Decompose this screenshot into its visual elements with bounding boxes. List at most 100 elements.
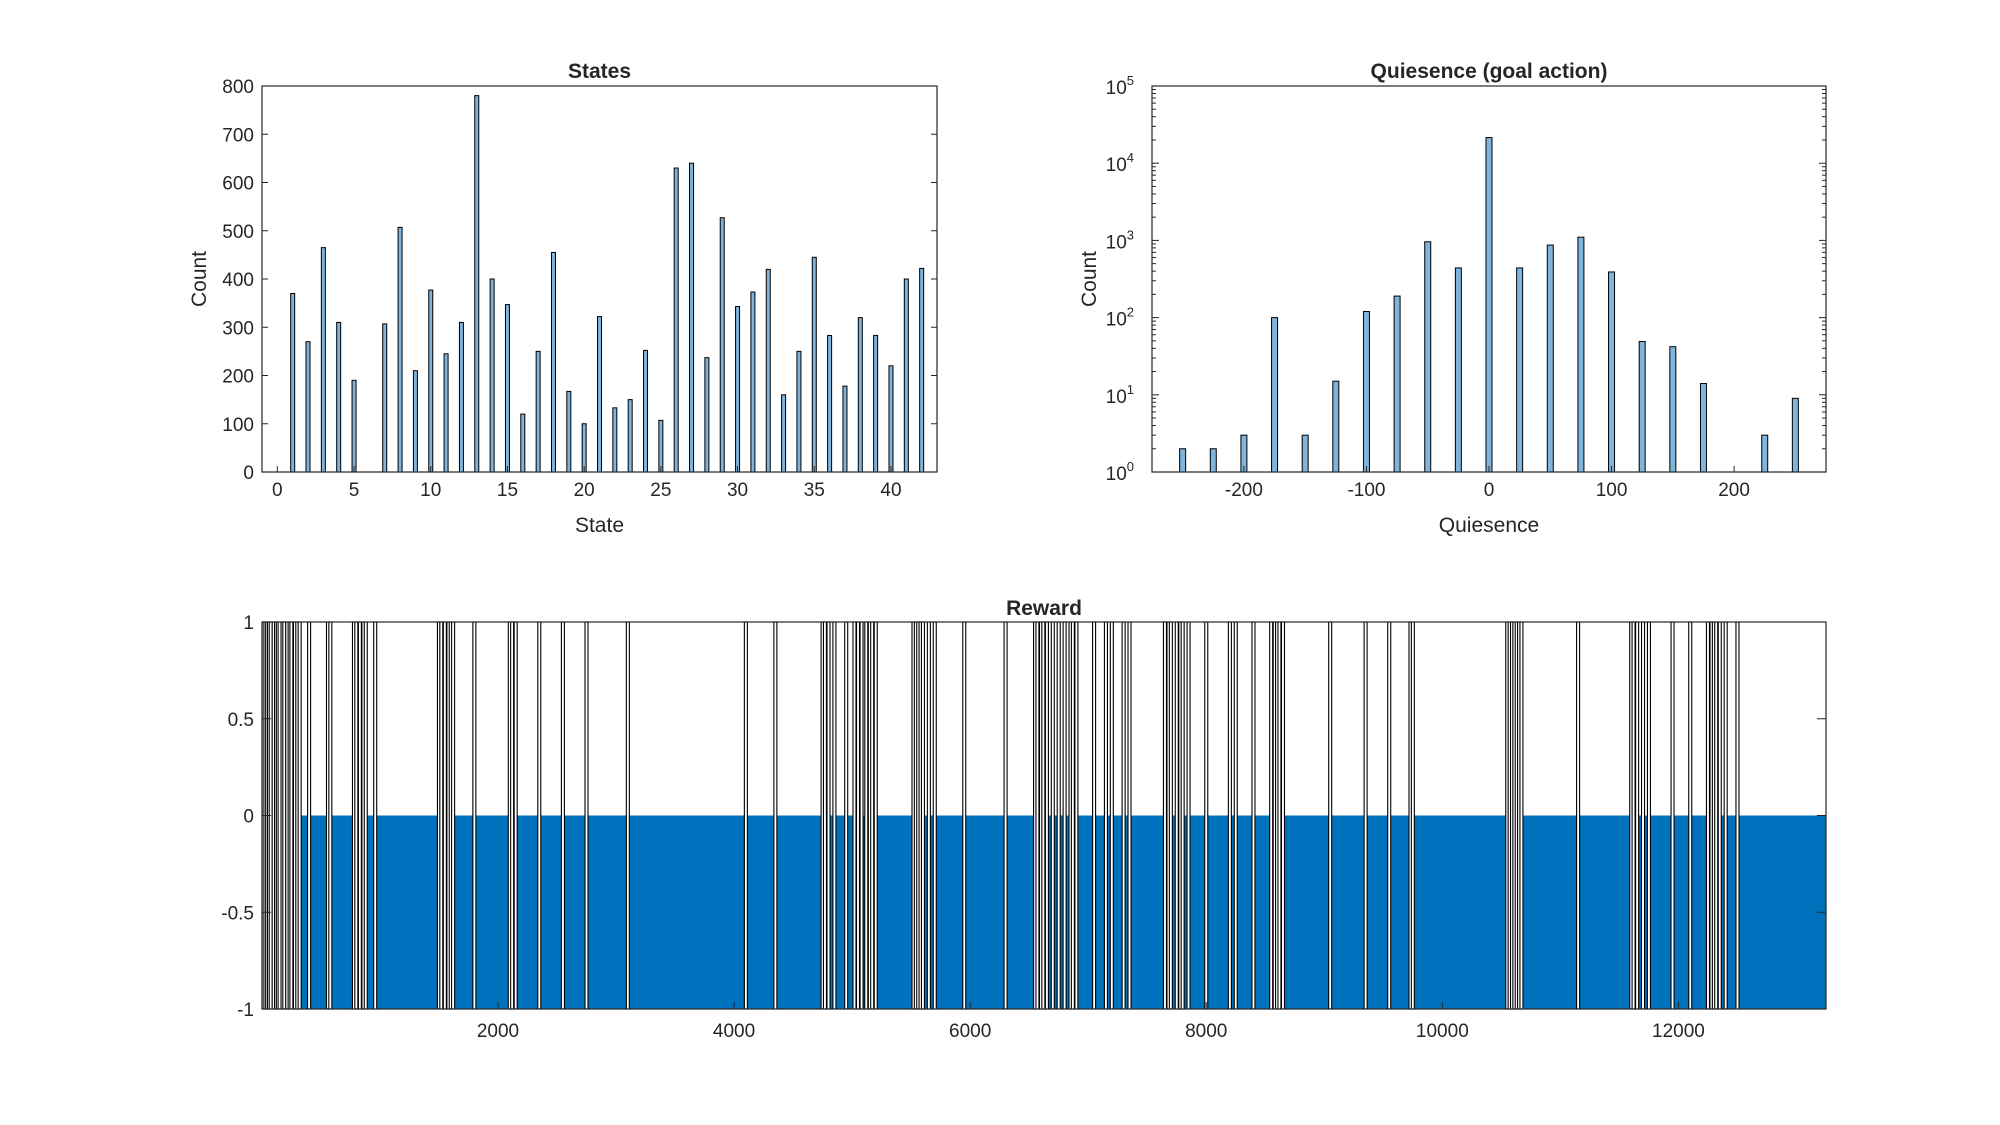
reward-positive-bar xyxy=(1631,621,1636,1010)
states-bar xyxy=(428,289,434,473)
states-bar xyxy=(535,350,541,473)
reward-plot: 2000 4000 6000 8000 10000 12000 -1 -0.5 0 0.5 1 R… xyxy=(221,597,1827,1042)
reward-positive-bar xyxy=(832,621,837,1010)
reward-positive-bar xyxy=(1269,621,1274,1010)
reward-positive-bar xyxy=(1121,621,1126,1010)
reward-positive-bar xyxy=(1640,621,1646,1010)
states-y-tick-label: 300 xyxy=(222,318,254,339)
reward-positive-bar xyxy=(1387,621,1392,1010)
states-bar xyxy=(443,353,449,473)
quiesence-bar xyxy=(1608,271,1616,473)
reward-positive-bar xyxy=(1041,621,1046,1010)
quiesence-x-tick-label: -100 xyxy=(1347,480,1385,501)
states-y-tick-label: 0 xyxy=(243,463,254,484)
states-bar xyxy=(351,379,357,473)
states-title: States xyxy=(568,60,631,83)
reward-positive-bar xyxy=(932,621,937,1010)
quiesence-bar xyxy=(1761,434,1769,473)
reward-positive-bar xyxy=(743,621,748,1010)
quiesence-bar xyxy=(1301,434,1309,473)
reward-y-tick-label: 0.5 xyxy=(228,710,254,731)
quiesence-x-tick-label: -200 xyxy=(1225,480,1263,501)
states-bar xyxy=(474,95,480,473)
reward-x-tick-label: 4000 xyxy=(713,1021,755,1042)
reward-x-tick-label: 8000 xyxy=(1185,1021,1227,1042)
states-y-tick-label: 600 xyxy=(222,174,254,195)
reward-positive-bar xyxy=(510,621,515,1010)
reward-positive-bar xyxy=(1035,621,1040,1010)
reward-positive-bar xyxy=(1670,621,1675,1010)
quiesence-y-ticks: 100 101 102 103 104 105 xyxy=(1106,73,1826,485)
quiesence-x-tick-label: 0 xyxy=(1484,480,1495,501)
states-bar xyxy=(827,334,833,473)
quiesence-y-tick-label: 102 xyxy=(1106,305,1134,331)
states-bar xyxy=(504,304,510,473)
quiesence-ylabel: Count xyxy=(1078,251,1101,307)
reward-positive-bar xyxy=(357,621,362,1010)
states-y-tick-label: 400 xyxy=(222,270,254,291)
reward-positive-bar xyxy=(1204,621,1209,1010)
reward-positive-bar xyxy=(1705,621,1710,1010)
reward-x-tick-label: 12000 xyxy=(1652,1021,1705,1042)
reward-positive-bar xyxy=(1074,621,1079,1010)
states-bar xyxy=(320,247,326,473)
reward-positive-bar xyxy=(1050,621,1055,1010)
reward-x-ticks: 2000 4000 6000 8000 10000 12000 xyxy=(477,1002,1705,1042)
states-bar xyxy=(382,323,388,473)
states-bar xyxy=(750,291,756,473)
states-x-tick-label: 15 xyxy=(497,480,518,501)
reward-positive-bar xyxy=(1109,621,1114,1010)
reward-positive-bar xyxy=(1363,621,1368,1010)
quiesence-xlabel: Quiesence xyxy=(1439,514,1539,537)
reward-positive-bar xyxy=(1174,621,1179,1010)
quiesence-y-tick-label: 101 xyxy=(1106,382,1134,408)
states-bar xyxy=(336,321,342,473)
reward-positive-bar xyxy=(513,621,518,1010)
quiesence-bar xyxy=(1791,397,1799,473)
reward-positive-bar xyxy=(1062,621,1067,1010)
states-bar xyxy=(412,370,418,473)
reward-positive-bar xyxy=(920,621,925,1010)
states-bar xyxy=(689,162,695,473)
reward-positive-bar xyxy=(373,621,378,1010)
reward-positive-bar xyxy=(822,621,828,1010)
reward-positive-bar xyxy=(363,621,368,1010)
reward-positive-bar xyxy=(1688,621,1693,1010)
states-bar xyxy=(903,278,909,473)
states-bar xyxy=(811,256,817,473)
reward-positive-bar xyxy=(852,621,857,1010)
reward-y-tick-label: -1 xyxy=(237,1000,254,1021)
quiesence-bar xyxy=(1454,267,1462,473)
reward-positive-bar xyxy=(439,621,444,1010)
reward-positive-bar xyxy=(625,621,630,1010)
reward-positive-bar xyxy=(1180,621,1185,1010)
reward-positive-bar xyxy=(1168,621,1173,1010)
reward-positive-bar xyxy=(1410,621,1415,1010)
states-bar xyxy=(520,413,526,473)
reward-positive-bar xyxy=(584,621,589,1010)
states-x-tick-label: 0 xyxy=(272,480,283,501)
states-x-tick-label: 25 xyxy=(650,480,671,501)
quiesence-x-tick-label: 100 xyxy=(1596,480,1628,501)
states-bar xyxy=(643,349,649,473)
quiesence-bar xyxy=(1577,236,1585,473)
reward-positive-bar xyxy=(1127,621,1132,1010)
states-bar xyxy=(458,321,464,473)
quiesence-bar xyxy=(1516,267,1524,473)
reward-positive-bar xyxy=(1714,621,1719,1010)
states-bar xyxy=(796,350,802,473)
reward-x-tick-label: 10000 xyxy=(1416,1021,1469,1042)
reward-positive-bar xyxy=(873,621,878,1010)
reward-y-tick-label: 0 xyxy=(243,807,254,828)
reward-y-tick-label: -0.5 xyxy=(221,903,254,924)
reward-positive-bar xyxy=(1092,621,1097,1010)
reward-positive-bar xyxy=(1277,621,1282,1010)
quiesence-y-tick-label: 104 xyxy=(1106,150,1134,176)
states-y-tick-label: 700 xyxy=(222,125,254,146)
states-bar xyxy=(842,385,848,473)
reward-positive-bar xyxy=(560,621,565,1010)
states-bar xyxy=(673,167,679,473)
reward-x-tick-label: 6000 xyxy=(949,1021,991,1042)
quiesence-bar xyxy=(1271,317,1279,473)
